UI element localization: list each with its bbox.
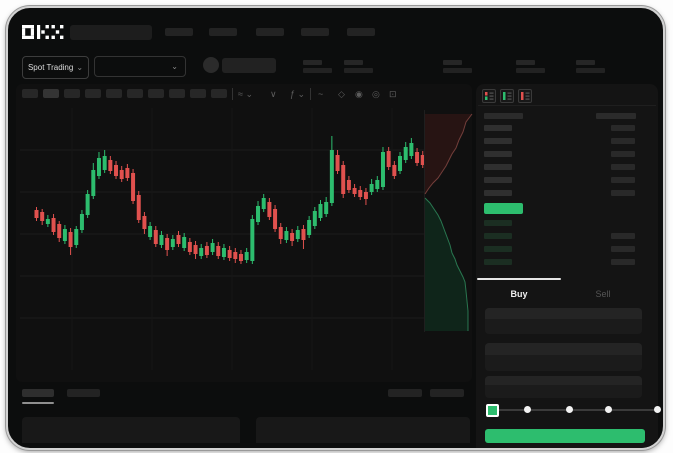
pair-name-placeholder (222, 58, 276, 73)
stat-label-placeholder (576, 60, 595, 65)
bid-amount-placeholder (611, 246, 635, 252)
stat-value-placeholder (443, 68, 472, 73)
pair-search-placeholder[interactable] (70, 25, 152, 40)
bid-amount-placeholder (611, 259, 635, 265)
timeframe-button[interactable] (169, 89, 185, 98)
active-tab-indicator (477, 278, 561, 280)
bottom-action[interactable] (388, 389, 422, 397)
candlestick-chart[interactable] (20, 108, 424, 370)
amount-slider-handle[interactable] (486, 404, 499, 417)
chevron-down-icon: ⌄ (171, 61, 178, 71)
stat-value-placeholder (303, 68, 332, 73)
okx-logo-icon (22, 25, 64, 39)
ask-amount-placeholder (611, 151, 635, 157)
timeframe-button[interactable] (43, 89, 59, 98)
slider-step-dot[interactable] (566, 406, 573, 413)
orderbook-bids-icon[interactable] (500, 89, 514, 103)
bottom-tab[interactable] (22, 389, 54, 397)
tab-sell[interactable]: Sell (595, 289, 611, 299)
slider-step-dot[interactable] (524, 406, 531, 413)
bid-price-placeholder[interactable] (484, 259, 512, 265)
order-input-placeholder[interactable] (485, 376, 642, 398)
orderbook-header-placeholder (596, 113, 636, 119)
bottom-action[interactable] (430, 389, 464, 397)
timeframe-button[interactable] (22, 89, 38, 98)
stat-value-placeholder (344, 68, 373, 73)
brush-icon[interactable]: ◇ (338, 89, 345, 99)
timeframe-button[interactable] (106, 89, 122, 98)
stat-label-placeholder (516, 60, 535, 65)
ask-price-placeholder[interactable] (484, 151, 512, 157)
orderbook-both-icon[interactable] (482, 89, 496, 103)
stat-label-placeholder (443, 60, 462, 65)
ask-amount-placeholder (611, 164, 635, 170)
nav-item-placeholder[interactable] (256, 28, 284, 36)
okx-app-screen: Spot Trading ⌄ ⌄ Buy Sell (6, 6, 665, 450)
timeframe-button[interactable] (211, 89, 227, 98)
order-input-placeholder[interactable] (485, 343, 642, 371)
amount-slider-track[interactable] (490, 409, 656, 411)
okx-logo[interactable] (22, 25, 64, 39)
ask-amount-placeholder (611, 138, 635, 144)
ask-price-placeholder[interactable] (484, 125, 512, 131)
compare-icon[interactable]: ∨ (270, 89, 277, 99)
panel-divider (424, 110, 425, 332)
orderbook-asks-icon[interactable] (518, 89, 532, 103)
chart-panel (16, 84, 472, 382)
pair-dropdown[interactable]: ⌄ (94, 56, 186, 77)
stat-label-placeholder (344, 60, 363, 65)
nav-item-placeholder[interactable] (165, 28, 193, 36)
stat-value-placeholder (516, 68, 545, 73)
nav-item-placeholder[interactable] (347, 28, 375, 36)
slider-step-dot[interactable] (654, 406, 661, 413)
orderbook-header-placeholder (484, 113, 523, 119)
bottom-tab[interactable] (67, 389, 100, 397)
ask-amount-placeholder (611, 190, 635, 196)
bottom-panel-placeholder (22, 417, 240, 443)
screenshot-icon[interactable]: ◉ (355, 89, 363, 99)
indicators-icon[interactable]: ƒ ⌄ (290, 89, 306, 99)
spot-trading-label: Spot Trading (27, 63, 74, 72)
bottom-panel-placeholder (256, 417, 470, 443)
ask-price-placeholder[interactable] (484, 138, 512, 144)
ask-amount-placeholder (611, 177, 635, 183)
nav-item-placeholder[interactable] (301, 28, 329, 36)
stat-label-placeholder (303, 60, 322, 65)
bid-price-placeholder[interactable] (484, 246, 512, 252)
depth-chart[interactable] (424, 108, 476, 334)
active-bottom-tab-indicator (22, 402, 54, 404)
ask-price-placeholder[interactable] (484, 164, 512, 170)
pair-avatar (203, 57, 219, 73)
timeframe-button[interactable] (127, 89, 143, 98)
bid-price-placeholder[interactable] (484, 233, 512, 239)
nav-item-placeholder[interactable] (209, 28, 237, 36)
stat-value-placeholder (576, 68, 605, 73)
ask-amount-placeholder (611, 125, 635, 131)
timeframe-button[interactable] (85, 89, 101, 98)
toolbar-divider (310, 88, 311, 100)
divider (478, 105, 656, 106)
timeframe-button[interactable] (64, 89, 80, 98)
slider-step-dot[interactable] (605, 406, 612, 413)
chart-type-icon[interactable]: ≈ ⌄ (238, 89, 253, 99)
toolbar-divider (232, 88, 233, 100)
fullscreen-icon[interactable]: ⊡ (389, 89, 397, 99)
chevron-down-icon: ⌄ (76, 62, 84, 72)
ask-price-placeholder[interactable] (484, 177, 512, 183)
last-price-badge[interactable] (484, 203, 523, 214)
buy-button[interactable] (485, 429, 645, 443)
line-tool-icon[interactable]: ~ (318, 89, 324, 99)
bid-amount-placeholder (611, 233, 635, 239)
timeframe-button[interactable] (190, 89, 206, 98)
tab-buy[interactable]: Buy (510, 289, 528, 299)
bid-price-placeholder[interactable] (484, 220, 512, 226)
timeframe-button[interactable] (148, 89, 164, 98)
spot-trading-selector[interactable]: Spot Trading ⌄ (22, 56, 89, 79)
order-input-placeholder[interactable] (485, 308, 642, 334)
timer-icon[interactable]: ◎ (372, 89, 380, 99)
ask-price-placeholder[interactable] (484, 190, 512, 196)
